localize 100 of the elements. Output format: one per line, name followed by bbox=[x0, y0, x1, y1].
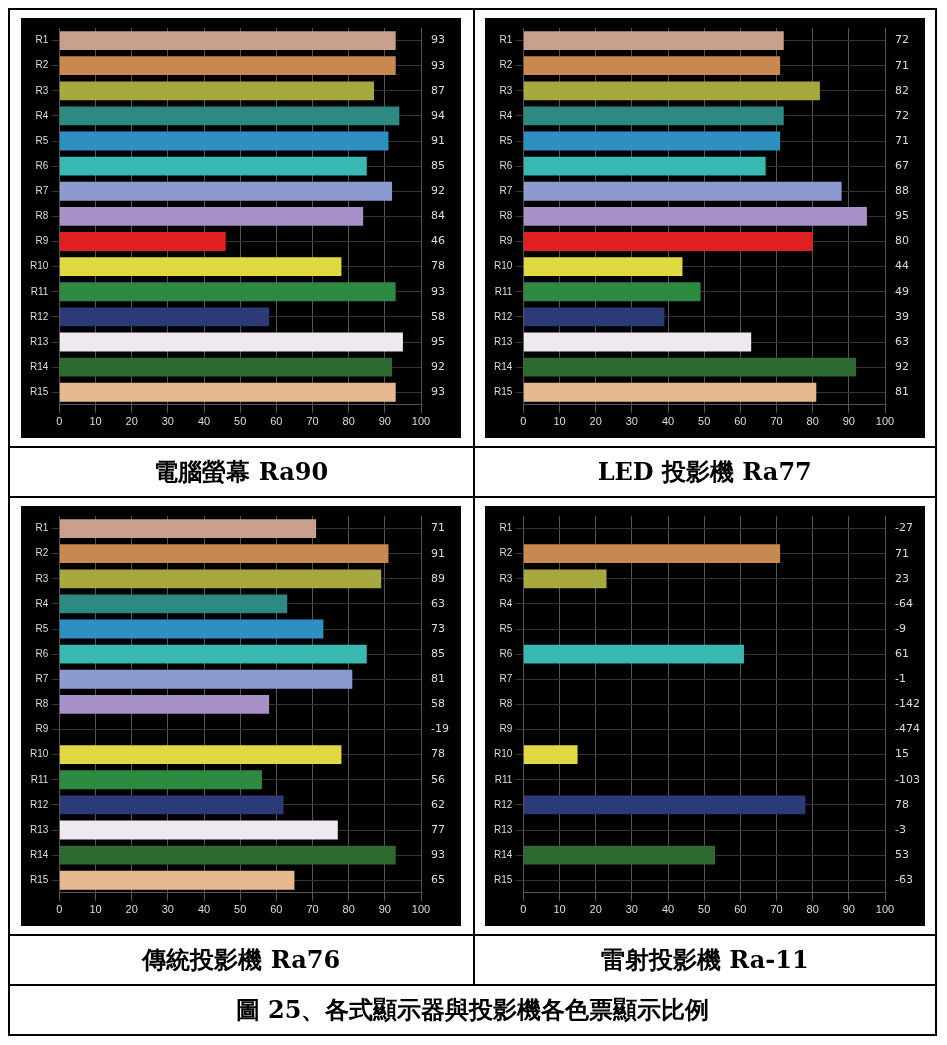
data-label: 46 bbox=[431, 234, 446, 248]
x-tick-label: 20 bbox=[125, 415, 139, 428]
bar bbox=[523, 382, 817, 402]
x-tick-label: 30 bbox=[161, 415, 175, 428]
data-label: 93 bbox=[431, 847, 446, 861]
y-tick-label: R14 bbox=[30, 360, 50, 372]
y-tick-label: R4 bbox=[35, 597, 50, 609]
bar bbox=[60, 31, 396, 50]
y-tick-label: R7 bbox=[35, 185, 50, 197]
x-tick-label: 0 bbox=[56, 903, 63, 916]
data-label: 63 bbox=[431, 596, 446, 610]
bar bbox=[60, 544, 389, 564]
data-label: 91 bbox=[431, 546, 446, 560]
text: -27 bbox=[894, 521, 913, 535]
x-tick-label: 100 bbox=[412, 903, 431, 916]
bar bbox=[60, 181, 393, 201]
y-tick-label: R6 bbox=[35, 159, 50, 171]
bar bbox=[523, 544, 780, 564]
bar bbox=[60, 257, 342, 277]
data-label: 72 bbox=[894, 33, 909, 47]
x-tick-label: 80 bbox=[806, 415, 819, 428]
y-tick-label: R10 bbox=[30, 260, 50, 272]
y-tick-label: R11 bbox=[30, 773, 50, 785]
data-label: 93 bbox=[431, 284, 446, 298]
x-tick-label: 100 bbox=[412, 415, 431, 428]
x-tick-label: 90 bbox=[842, 903, 855, 916]
bar bbox=[60, 820, 339, 840]
y-tick-label: R8 bbox=[499, 210, 513, 222]
y-tick-label: R7 bbox=[499, 673, 513, 685]
y-tick-label: R5 bbox=[499, 622, 513, 634]
y-tick-label: R13 bbox=[30, 823, 50, 835]
data-label: 85 bbox=[431, 647, 446, 661]
data-label: 44 bbox=[894, 259, 909, 273]
data-label: 49 bbox=[894, 284, 909, 298]
bar bbox=[523, 795, 806, 815]
text: -474 bbox=[894, 722, 920, 736]
x-tick-label: 80 bbox=[806, 903, 819, 916]
y-tick-label: R10 bbox=[493, 748, 513, 760]
y-tick-label: R4 bbox=[499, 109, 513, 121]
x-tick-label: 10 bbox=[89, 903, 102, 916]
data-label: 80 bbox=[894, 234, 909, 248]
bar bbox=[60, 357, 393, 377]
data-label: 82 bbox=[894, 83, 909, 97]
x-tick-label: 20 bbox=[589, 415, 602, 428]
x-tick-label: 80 bbox=[342, 903, 356, 916]
data-label: 81 bbox=[431, 672, 446, 686]
bar bbox=[523, 357, 856, 377]
data-label: 87 bbox=[431, 83, 446, 97]
y-tick-label: R2 bbox=[35, 59, 50, 71]
text: -63 bbox=[894, 873, 913, 887]
x-tick-label: 20 bbox=[589, 903, 602, 916]
x-tick-label: 80 bbox=[342, 415, 356, 428]
y-tick-label: R9 bbox=[35, 235, 50, 247]
y-tick-label: R5 bbox=[499, 134, 513, 146]
y-tick-label: R13 bbox=[30, 335, 50, 347]
x-tick-label: 50 bbox=[697, 415, 711, 428]
y-tick-label: R8 bbox=[35, 210, 50, 222]
y-tick-label: R1 bbox=[499, 34, 513, 46]
bar bbox=[523, 569, 607, 589]
bar bbox=[523, 282, 701, 302]
data-label: 62 bbox=[431, 797, 446, 811]
text: 雷射投影機 Ra-11 bbox=[474, 934, 935, 984]
x-tick-label: 40 bbox=[198, 903, 211, 916]
y-tick-label: R12 bbox=[30, 310, 50, 322]
text: -19 bbox=[431, 722, 450, 736]
x-tick-label: 70 bbox=[770, 415, 783, 428]
data-label: 58 bbox=[431, 697, 446, 711]
y-tick-label: R12 bbox=[30, 798, 50, 810]
y-tick-label: R11 bbox=[494, 773, 513, 785]
y-tick-label: R3 bbox=[499, 572, 513, 584]
y-tick-label: R5 bbox=[35, 622, 50, 634]
text: -9 bbox=[894, 621, 906, 635]
data-label: 93 bbox=[431, 385, 446, 399]
data-label: 71 bbox=[431, 521, 446, 535]
bar bbox=[523, 206, 867, 226]
x-tick-label: 0 bbox=[520, 415, 527, 428]
y-tick-label: R2 bbox=[499, 547, 513, 559]
text: -1 bbox=[894, 672, 906, 686]
y-tick-label: R7 bbox=[499, 185, 513, 197]
data-label: 63 bbox=[894, 334, 909, 348]
bar bbox=[523, 232, 813, 251]
x-tick-label: 90 bbox=[378, 903, 392, 916]
y-tick-label: R2 bbox=[499, 59, 513, 71]
bar bbox=[60, 106, 400, 126]
data-label: 88 bbox=[894, 184, 909, 198]
x-tick-label: 10 bbox=[553, 903, 566, 916]
y-tick-label: R8 bbox=[499, 698, 513, 710]
y-tick-label: R4 bbox=[499, 597, 513, 609]
y-tick-label: R9 bbox=[35, 723, 50, 735]
y-tick-label: R13 bbox=[493, 335, 513, 347]
x-tick-label: 30 bbox=[625, 903, 638, 916]
data-label: 95 bbox=[431, 334, 446, 348]
bar bbox=[523, 845, 715, 865]
data-label: 92 bbox=[894, 359, 909, 373]
x-tick-label: 90 bbox=[378, 415, 392, 428]
x-tick-label: 40 bbox=[661, 415, 674, 428]
bar bbox=[60, 382, 396, 402]
data-label: 71 bbox=[894, 58, 909, 72]
y-tick-label: R11 bbox=[30, 285, 50, 297]
x-tick-label: 40 bbox=[661, 903, 674, 916]
